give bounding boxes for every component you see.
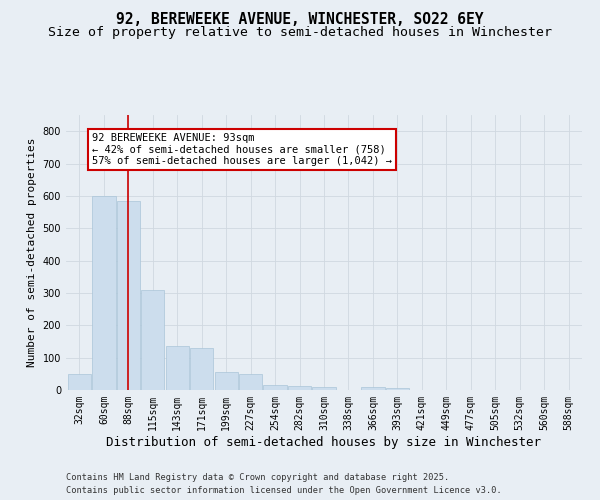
Bar	[239, 374, 262, 390]
Bar	[190, 348, 214, 390]
X-axis label: Distribution of semi-detached houses by size in Winchester: Distribution of semi-detached houses by …	[107, 436, 542, 448]
Bar	[386, 388, 409, 390]
Text: Size of property relative to semi-detached houses in Winchester: Size of property relative to semi-detach…	[48, 26, 552, 39]
Y-axis label: Number of semi-detached properties: Number of semi-detached properties	[27, 138, 37, 367]
Text: Contains public sector information licensed under the Open Government Licence v3: Contains public sector information licen…	[66, 486, 502, 495]
Bar	[288, 386, 311, 390]
Bar	[117, 200, 140, 390]
Bar	[141, 290, 164, 390]
Text: 92, BEREWEEKE AVENUE, WINCHESTER, SO22 6EY: 92, BEREWEEKE AVENUE, WINCHESTER, SO22 6…	[116, 12, 484, 28]
Text: Contains HM Land Registry data © Crown copyright and database right 2025.: Contains HM Land Registry data © Crown c…	[66, 472, 449, 482]
Bar	[361, 387, 385, 390]
Text: 92 BEREWEEKE AVENUE: 93sqm
← 42% of semi-detached houses are smaller (758)
57% o: 92 BEREWEEKE AVENUE: 93sqm ← 42% of semi…	[92, 133, 392, 166]
Bar	[92, 196, 116, 390]
Bar	[166, 346, 189, 390]
Bar	[263, 385, 287, 390]
Bar	[313, 387, 335, 390]
Bar	[68, 374, 91, 390]
Bar	[215, 372, 238, 390]
